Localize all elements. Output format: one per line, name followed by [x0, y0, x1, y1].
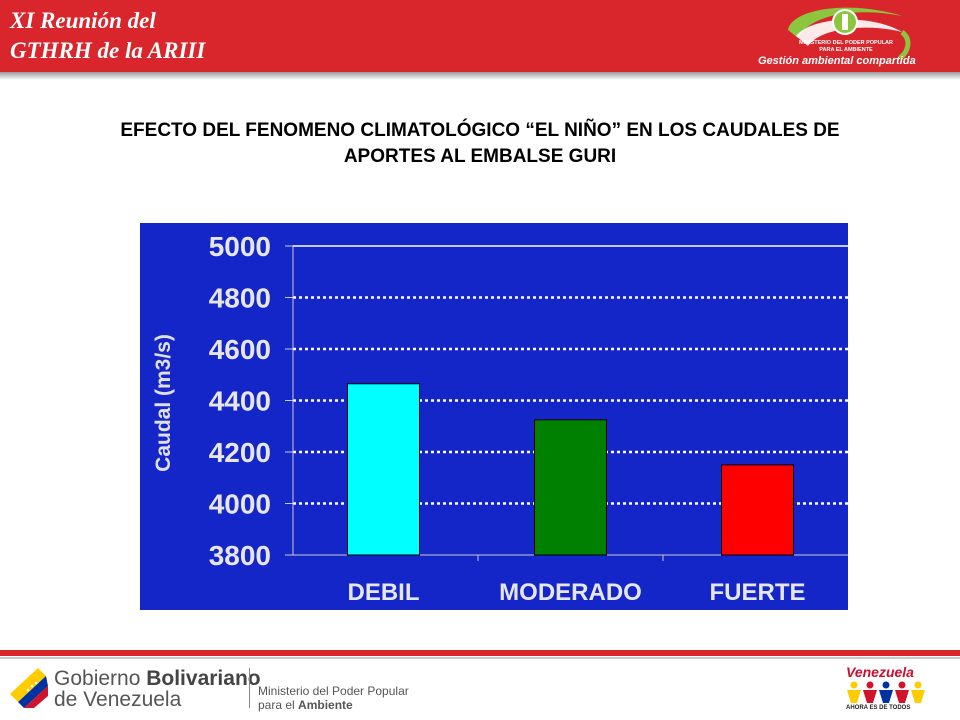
ministry-wordmark: Ministerio del Poder Popular para el Amb…: [258, 684, 409, 712]
footer-red-line: [0, 650, 960, 656]
ministry-tagline: Gestión ambiental compartida: [758, 55, 916, 67]
footer-gray-line: [0, 657, 960, 659]
header-shadow: [0, 72, 960, 80]
ministry-line1: Ministerio del Poder Popular: [258, 684, 409, 698]
bar-moderado: [534, 419, 607, 556]
y-tick-label: 4400: [209, 386, 271, 417]
venezuela-logo-word: Venezuela: [846, 664, 914, 680]
gov-word-gobierno: Gobierno: [54, 667, 141, 690]
venezuela-logo-slogan: AHORA ES DE TODOS: [846, 705, 911, 711]
slide-title: EFECTO DEL FENOMENO CLIMATOLÓGICO “EL NI…: [60, 118, 900, 170]
government-wordmark: Gobierno Bolivariano de Venezuela: [54, 668, 261, 710]
y-tick-label: 5000: [209, 231, 271, 262]
slide-title-line1: EFECTO DEL FENOMENO CLIMATOLÓGICO “EL NI…: [120, 120, 840, 141]
ministry-logo: MINISTERIO DEL PODER POPULAR PARA EL AMB…: [752, 2, 952, 72]
meeting-title-line1: XI Reunión del: [10, 8, 156, 33]
gov-word-bolivariano: Bolivariano: [146, 667, 261, 690]
y-tick-label: 4800: [209, 283, 271, 314]
gov-line2: de Venezuela: [54, 688, 182, 711]
y-tick-label: 4000: [209, 489, 271, 520]
meeting-title: XI Reunión del GTHRH de la ARIII: [10, 6, 310, 66]
meeting-title-line2: GTHRH de la ARIII: [10, 38, 206, 63]
y-tick-label: 4200: [209, 437, 271, 468]
footer-divider: [249, 668, 250, 708]
logo-text-2: PARA EL AMBIENTE: [819, 47, 873, 53]
logo-text-1: MINISTERIO DEL PODER POPULAR: [799, 40, 893, 46]
x-tick-label: MODERADO: [499, 579, 642, 606]
x-tick-label: DEBIL: [348, 579, 420, 606]
x-tick-label: FUERTE: [710, 579, 806, 606]
y-axis-label: Caudal (m3/s): [152, 334, 175, 472]
y-tick-label: 3800: [209, 540, 271, 571]
venezuela-flag-icon: [8, 664, 48, 708]
chart-bars: [347, 383, 794, 556]
slide-title-line2: APORTES AL EMBALSE GURI: [343, 146, 617, 167]
ministry-line2-b: Ambiente: [298, 698, 353, 712]
bar-debil: [347, 383, 420, 556]
ministry-line2-a: para el: [258, 698, 295, 712]
venezuela-people-icon: [846, 680, 926, 704]
y-tick-label: 4600: [209, 334, 271, 365]
chart-svg: 3800 4000 4200 4400 4600 4800 5000 DEBIL MODERAD…: [152, 231, 848, 606]
chart-labels: 3800 4000 4200 4400 4600 4800 5000 DEBIL MODERAD…: [209, 231, 806, 606]
bar-fuerte: [721, 464, 794, 556]
bar-chart: 3800 4000 4200 4400 4600 4800 5000 DEBIL MODERAD…: [140, 223, 848, 610]
